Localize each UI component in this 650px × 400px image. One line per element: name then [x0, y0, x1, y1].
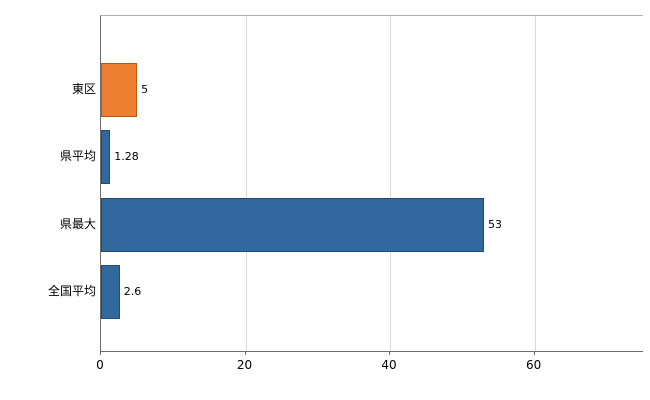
bar-value-label: 53: [488, 217, 502, 231]
x-tick-label: 20: [236, 358, 253, 372]
category-label: 東区: [71, 81, 96, 96]
bar-value-label: 1.28: [114, 150, 139, 164]
gridline: [390, 16, 392, 351]
bar-0: [101, 62, 138, 117]
bar-value-label: 2.6: [123, 285, 142, 299]
bar-3: [101, 265, 120, 320]
plot-area: 5 1.28 53 2.6: [100, 15, 643, 352]
x-tick-mark: [244, 351, 246, 355]
bar-1: [101, 130, 111, 185]
gridline: [534, 16, 536, 351]
bar-value-label: 5: [141, 82, 149, 96]
x-tick-label: 0: [96, 358, 104, 372]
category-label: 県平均: [59, 149, 96, 164]
x-tick-mark: [389, 351, 391, 355]
x-tick-label: 60: [525, 358, 542, 372]
category-label: 県最大: [59, 216, 96, 231]
x-tick-mark: [533, 351, 535, 355]
category-label: 全国平均: [47, 284, 96, 299]
gridline: [245, 16, 247, 351]
x-tick-label: 40: [381, 358, 397, 372]
bar-2: [101, 197, 484, 252]
x-tick-mark: [100, 351, 101, 355]
